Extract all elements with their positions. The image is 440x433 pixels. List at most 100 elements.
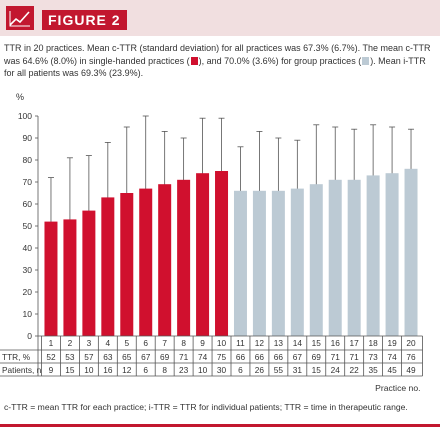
x-tick-label: 18 xyxy=(369,338,379,348)
bar-practice-12 xyxy=(252,190,266,336)
x-tick-label: 9 xyxy=(200,338,205,348)
y-axis-label: % xyxy=(16,92,24,102)
table-cell: 53 xyxy=(65,352,75,362)
table-cell: 74 xyxy=(198,352,208,362)
y-tick-label: 80 xyxy=(23,155,33,165)
bar-practice-10 xyxy=(215,171,229,336)
table-cell: 69 xyxy=(312,352,322,362)
y-tick-label: 30 xyxy=(23,265,33,275)
table-cell: 67 xyxy=(293,352,303,362)
table-cell: 35 xyxy=(369,365,379,375)
y-tick-label: 100 xyxy=(18,111,32,121)
x-tick-label: 7 xyxy=(162,338,167,348)
caption-text-3: ). Mean i-TTR for all patients was 69.3%… xyxy=(4,55,426,79)
figure-title: FIGURE 2 xyxy=(42,10,127,30)
table-cell: 15 xyxy=(312,365,322,375)
x-tick-label: 19 xyxy=(387,338,397,348)
caption-text-2: ), and 70.0% (3.6%) for group practices … xyxy=(198,55,362,66)
x-tick-label: 20 xyxy=(406,338,416,348)
group-practice-legend-swatch xyxy=(362,56,370,65)
table-cell: 75 xyxy=(217,352,227,362)
bar-practice-14 xyxy=(290,188,304,336)
table-cell: 76 xyxy=(406,352,416,362)
x-tick-label: 16 xyxy=(331,338,341,348)
bar-practice-19 xyxy=(385,173,399,336)
table-row-label: Patients, n xyxy=(2,365,42,375)
table-cell: 10 xyxy=(198,365,208,375)
x-tick-label: 13 xyxy=(274,338,284,348)
figure-footnote: c-TTR = mean TTR for each practice; i-TT… xyxy=(4,402,408,412)
bar-practice-20 xyxy=(404,168,418,336)
table-cell: 6 xyxy=(143,365,148,375)
bar-practice-7 xyxy=(158,184,172,336)
table-cell: 71 xyxy=(179,352,189,362)
table-cell: 71 xyxy=(331,352,341,362)
x-tick-label: 17 xyxy=(350,338,360,348)
table-cell: 49 xyxy=(406,365,416,375)
bars xyxy=(44,168,418,336)
table-cell: 24 xyxy=(331,365,341,375)
y-tick-label: 0 xyxy=(27,331,32,341)
table-cell: 69 xyxy=(160,352,170,362)
y-tick-label: 50 xyxy=(23,221,33,231)
table-cell: 63 xyxy=(103,352,113,362)
table-cell: 16 xyxy=(103,365,113,375)
bar-practice-11 xyxy=(233,190,247,336)
bar-practice-13 xyxy=(271,190,285,336)
x-tick-label: 3 xyxy=(87,338,92,348)
x-tick-label: 15 xyxy=(312,338,322,348)
y-tick-label: 20 xyxy=(23,287,33,297)
x-tick-label: 5 xyxy=(124,338,129,348)
table-row-label: TTR, % xyxy=(2,352,31,362)
bar-practice-9 xyxy=(196,173,210,336)
table-cell: 66 xyxy=(274,352,284,362)
bottom-rule xyxy=(0,424,440,427)
table-cell: 8 xyxy=(162,365,167,375)
bar-practice-16 xyxy=(328,179,342,336)
table-cell: 26 xyxy=(255,365,265,375)
table-cell: 22 xyxy=(350,365,360,375)
bar-practice-8 xyxy=(177,179,191,336)
bar-practice-3 xyxy=(82,210,96,336)
y-tick-label: 70 xyxy=(23,177,33,187)
table-cell: 71 xyxy=(350,352,360,362)
x-tick-label: 2 xyxy=(68,338,73,348)
bar-practice-18 xyxy=(366,175,380,336)
table-cell: 57 xyxy=(84,352,94,362)
y-tick-label: 10 xyxy=(23,309,33,319)
table-cell: 55 xyxy=(274,365,284,375)
bar-practice-4 xyxy=(101,197,115,336)
chart-axes: % 0 10 20 30 40 50 60 70 80 90 100 xyxy=(16,92,39,341)
figure-header: FIGURE 2 xyxy=(0,0,440,36)
bar-practice-5 xyxy=(120,193,134,336)
bar-practice-6 xyxy=(139,188,153,336)
bar-practice-17 xyxy=(347,179,361,336)
x-tick-label: 6 xyxy=(143,338,148,348)
y-tick-label: 40 xyxy=(23,243,33,253)
x-tick-label: 8 xyxy=(181,338,186,348)
x-tick-label: 10 xyxy=(217,338,227,348)
table-cell: 30 xyxy=(217,365,227,375)
bar-practice-15 xyxy=(309,184,323,336)
caption-text-1: TTR in 20 practices. Mean c-TTR (standar… xyxy=(4,43,431,66)
figure-caption: TTR in 20 practices. Mean c-TTR (standar… xyxy=(4,42,436,80)
table-cell: 65 xyxy=(122,352,132,362)
bar-practice-2 xyxy=(63,219,77,336)
table-cell: 67 xyxy=(141,352,151,362)
x-tick-label: 1 xyxy=(49,338,54,348)
x-tick-label: 4 xyxy=(106,338,111,348)
x-tick-label: 11 xyxy=(236,338,245,348)
table-cell: 52 xyxy=(46,352,56,362)
table-cell: 12 xyxy=(122,365,132,375)
table-cell: 9 xyxy=(49,365,54,375)
line-chart-icon xyxy=(6,6,34,30)
y-tick-label: 90 xyxy=(23,133,33,143)
x-tick-label: 14 xyxy=(293,338,303,348)
table-cell: 31 xyxy=(293,365,303,375)
y-tick-label: 60 xyxy=(23,199,33,209)
table-cell: 66 xyxy=(236,352,246,362)
table-cell: 23 xyxy=(179,365,189,375)
x-tick-label: 12 xyxy=(255,338,265,348)
table-cell: 74 xyxy=(387,352,397,362)
